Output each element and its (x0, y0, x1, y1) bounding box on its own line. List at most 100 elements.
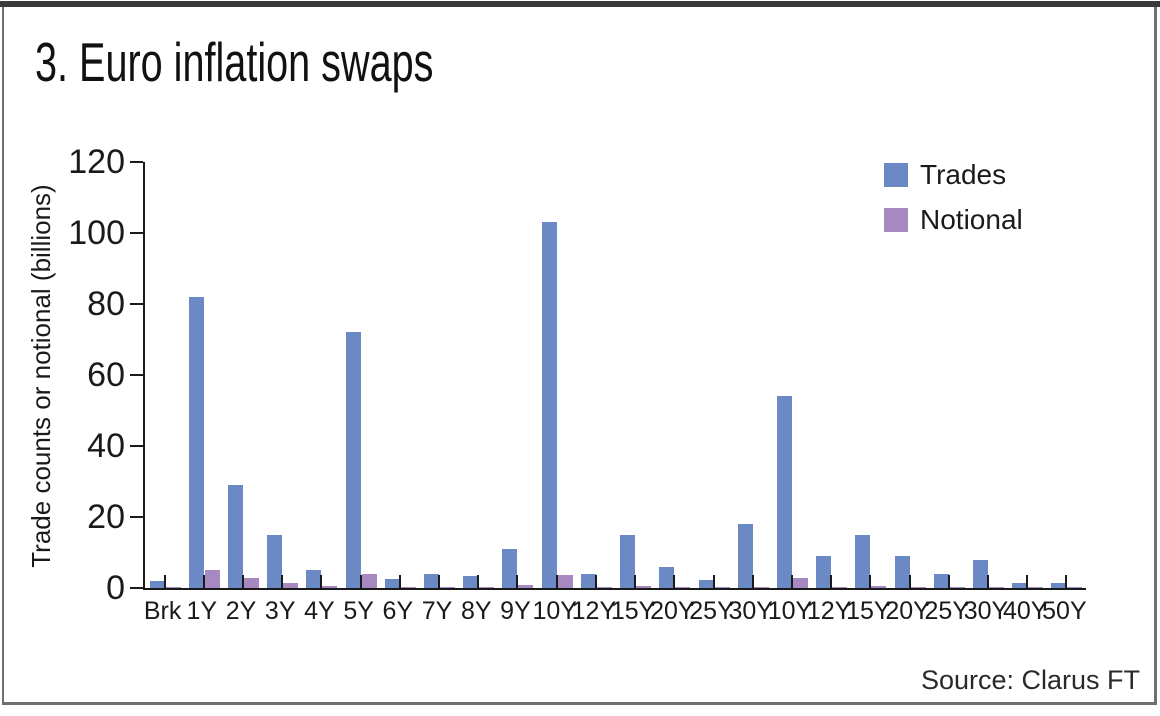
bar-trades (698, 579, 714, 588)
y-axis-tick-label: 80 (87, 285, 125, 323)
x-axis-tick (516, 575, 519, 588)
bar-notional (910, 586, 926, 588)
bar-trades (345, 332, 361, 588)
x-axis-tick (1065, 575, 1068, 588)
bar-trades (424, 573, 440, 588)
bar-trades (620, 534, 636, 588)
bar-notional (283, 583, 299, 588)
bar-notional (596, 586, 612, 588)
top-rule (0, 1, 1160, 7)
x-axis-tick (438, 575, 441, 588)
bar-notional (832, 586, 848, 588)
x-axis-label: 2Y (225, 597, 257, 625)
frame-border-left (2, 7, 4, 703)
x-axis-tick (202, 575, 205, 588)
y-axis-tick (130, 161, 143, 163)
x-axis-tick (673, 575, 676, 588)
y-axis-tick-label: 100 (68, 214, 125, 252)
bar-trades (541, 222, 557, 588)
y-axis-tick (130, 232, 143, 234)
bar-trades (737, 524, 753, 588)
x-axis-label: 20Y (650, 597, 695, 625)
x-axis-label: 25Y (689, 597, 734, 625)
x-axis-label: 12Y (571, 597, 617, 625)
bar-notional (361, 573, 377, 588)
bar-notional (440, 586, 456, 588)
legend-swatch-trades (884, 162, 908, 187)
x-axis-label: 25Y (924, 597, 969, 625)
bar-trades (776, 396, 792, 588)
x-axis-label: 8Y (460, 597, 492, 625)
bar-notional (165, 587, 181, 588)
x-axis-tick (281, 575, 284, 588)
y-axis-tick (130, 445, 143, 447)
bar-trades (855, 534, 871, 588)
x-axis-label: 15Y (846, 597, 891, 625)
bar-notional (1067, 587, 1083, 588)
y-axis-tick (130, 516, 143, 518)
x-axis-label: 20Y (885, 597, 930, 625)
x-axis-label: 10Y (532, 597, 577, 625)
x-axis-label: 7Y (421, 597, 453, 625)
bar-trades (228, 485, 244, 588)
bar-notional (400, 586, 416, 588)
x-axis-tick (712, 575, 715, 588)
chart-legend: Trades Notional (884, 152, 1023, 242)
x-axis-label: 6Y (382, 597, 414, 625)
bar-trades (933, 573, 949, 588)
y-axis-tick (130, 374, 143, 376)
bar-trades (384, 579, 400, 588)
x-axis-tick (320, 575, 323, 588)
x-axis-tick (594, 575, 597, 588)
x-axis-tick (869, 575, 872, 588)
x-axis-label: 10Y (767, 597, 813, 625)
legend-item-notional: Notional (884, 197, 1023, 242)
y-axis-tick-label: 0 (106, 569, 125, 607)
bar-notional (988, 586, 1004, 588)
y-axis-tick (130, 587, 143, 589)
bar-trades (188, 296, 204, 588)
x-axis-tick (908, 575, 911, 588)
bar-trades (1051, 583, 1067, 588)
bar-notional (204, 570, 220, 588)
bar-trades (306, 570, 322, 588)
y-axis-tick-label: 60 (87, 356, 125, 394)
x-axis-tick (751, 575, 754, 588)
frame-border-bottom (2, 702, 1157, 705)
x-axis-tick (359, 575, 362, 588)
frame-border-right (1154, 7, 1157, 703)
bar-notional (636, 585, 652, 588)
bar-trades (659, 566, 675, 588)
bar-trades (149, 580, 165, 588)
x-axis-label: 9Y (500, 597, 531, 625)
bar-trades (267, 534, 283, 588)
bar-notional (557, 574, 573, 588)
x-axis-tick (477, 575, 480, 588)
bar-notional (244, 578, 260, 588)
chart-plot-area (143, 162, 1086, 590)
bar-trades (463, 576, 479, 588)
x-axis-label: 50Y (1042, 597, 1087, 625)
y-axis-tick-label: 40 (87, 427, 125, 465)
legend-label-notional: Notional (920, 203, 1023, 235)
bar-trades (972, 559, 988, 588)
bar-notional (479, 586, 495, 588)
x-axis-label: 5Y (343, 597, 374, 625)
bar-trades (1012, 583, 1028, 588)
x-axis-tick (790, 575, 793, 588)
x-axis-tick (398, 575, 401, 588)
bar-trades (816, 556, 832, 588)
legend-label-trades: Trades (920, 158, 1007, 190)
bar-trades (580, 573, 596, 588)
bar-notional (518, 585, 534, 588)
x-axis-tick (986, 575, 989, 588)
x-axis-tick (242, 575, 245, 588)
y-axis-tick (130, 303, 143, 305)
x-axis-label: 40Y (1002, 597, 1048, 625)
y-axis-tick-label: 120 (68, 143, 125, 181)
bar-notional (792, 578, 808, 588)
x-axis-tick (1026, 575, 1029, 588)
legend-item-trades: Trades (884, 152, 1023, 197)
x-axis-label: Brk (143, 597, 182, 625)
